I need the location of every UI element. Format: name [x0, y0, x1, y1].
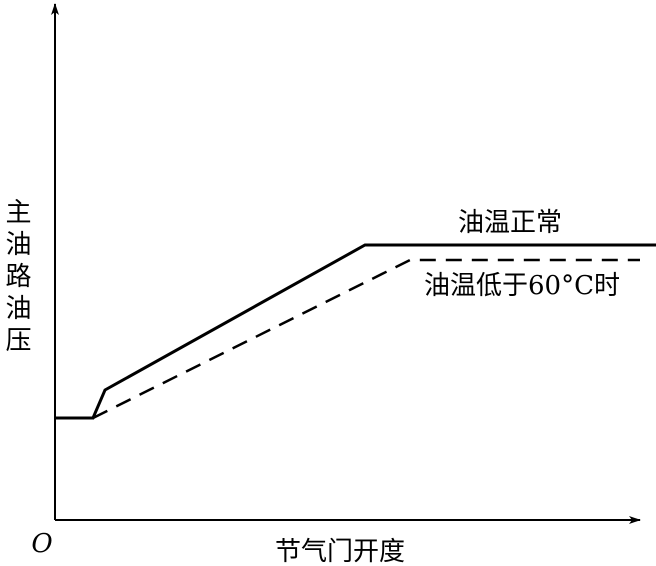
origin-label: O — [31, 529, 52, 559]
x-axis-label: 节气门开度 — [275, 537, 405, 566]
curve-label: 油温低于60°C时 — [424, 271, 620, 301]
normal-curve — [55, 243, 656, 420]
curve-label: 油温正常 — [458, 208, 562, 238]
low-temp-curve — [92, 258, 640, 420]
y-axis-label: 主油路油压 — [1, 198, 31, 358]
